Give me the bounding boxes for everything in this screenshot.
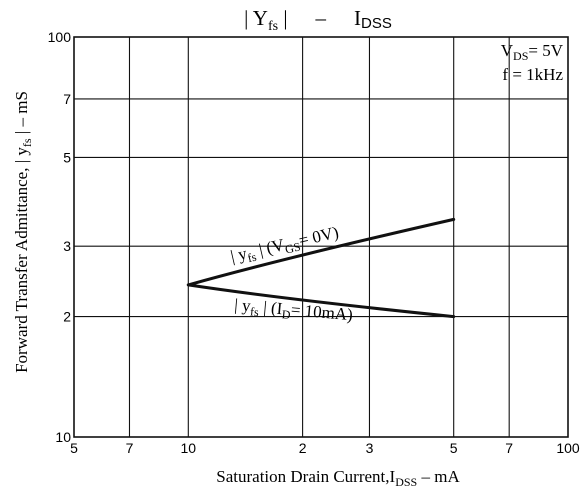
grid <box>74 37 568 437</box>
x-tick-label: 5 <box>70 440 78 456</box>
x-tick-label: 3 <box>366 440 374 456</box>
x-tick-labels: 5 7 10 2 3 5 7 100 <box>70 440 580 456</box>
y-tick-label: 10 <box>55 429 71 445</box>
condition-freq: f = 1kHz <box>502 65 563 84</box>
y-tick-label: 100 <box>48 29 72 45</box>
y-tick-labels: 10 2 3 5 7 100 <box>48 29 72 445</box>
chart-title: | Yfs | – IDSS <box>244 6 392 34</box>
series-curves <box>186 217 456 319</box>
x-tick-label: 100 <box>556 440 580 456</box>
series-line-vgs <box>186 217 456 287</box>
plot-frame <box>73 36 569 438</box>
series-line-id <box>186 283 456 319</box>
y-tick-label: 2 <box>63 309 71 325</box>
y-axis-label: Forward Transfer Admittance, | yfs | – m… <box>12 91 34 373</box>
y-tick-label: 7 <box>63 91 71 107</box>
x-tick-label: 5 <box>450 440 458 456</box>
x-tick-label: 2 <box>299 440 307 456</box>
x-tick-label: 7 <box>505 440 513 456</box>
x-tick-label: 7 <box>126 440 134 456</box>
condition-vds: VDS= 5V <box>501 41 564 63</box>
x-axis-label: Saturation Drain Current,IDSS – mA <box>216 467 460 489</box>
series-label-id: | yfs | (ID= 10mA) <box>233 295 353 327</box>
y-tick-label: 3 <box>63 238 71 254</box>
x-tick-label: 10 <box>181 440 197 456</box>
y-tick-label: 5 <box>63 149 71 165</box>
